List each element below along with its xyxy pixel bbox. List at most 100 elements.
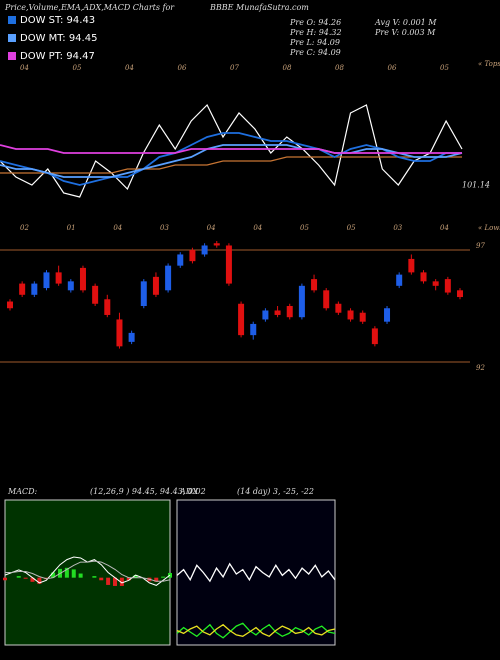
candle-body — [371, 328, 378, 345]
candle-body — [298, 285, 305, 318]
candle-body — [92, 285, 99, 304]
stat: Pre O: 94.26 — [289, 18, 341, 27]
histogram-bar — [3, 577, 7, 581]
histogram-bar — [99, 577, 104, 581]
histogram-bar — [133, 575, 138, 578]
tops-label: « Tops — [478, 60, 500, 68]
histogram-bar — [51, 572, 56, 578]
candle-body — [311, 279, 318, 291]
histogram-bar — [126, 577, 131, 581]
candle-body — [165, 265, 172, 291]
candle-body — [19, 283, 26, 295]
date-label: 05 — [347, 224, 356, 232]
candle-body — [420, 272, 427, 282]
date-label: 08 — [283, 64, 292, 72]
series-line — [0, 144, 462, 154]
date-label: 03 — [160, 224, 169, 232]
candle-body — [457, 290, 463, 298]
histogram-bar — [78, 573, 83, 578]
date-label: 04 — [20, 64, 29, 72]
candle-body — [396, 274, 403, 286]
candle-body — [347, 310, 354, 320]
panel-subtitle: (14 day) 3, -25, -22 — [237, 487, 314, 496]
legend-swatch — [8, 34, 16, 42]
candle-body — [201, 245, 208, 255]
candle-body — [432, 281, 439, 286]
date-label: 08 — [335, 64, 344, 72]
series-line — [0, 156, 462, 174]
histogram-bar — [23, 577, 28, 579]
histogram-bar — [37, 577, 42, 584]
histogram-bar — [161, 576, 166, 578]
date-label: 04 — [253, 224, 262, 232]
lows-label: « Lows — [478, 224, 500, 232]
candle-body — [408, 258, 415, 273]
date-label: 04 — [207, 224, 216, 232]
histogram-bar — [64, 567, 69, 578]
date-label: 05 — [300, 224, 309, 232]
stat: Pre H: 94.32 — [289, 28, 342, 37]
series-line — [176, 623, 336, 638]
candle-body — [140, 281, 147, 306]
candle-body — [7, 301, 13, 309]
legend-label: DOW ST: 94.43 — [20, 15, 95, 26]
candle-body — [238, 303, 245, 336]
y-tick-label: 97 — [476, 242, 485, 250]
series-line — [5, 560, 171, 582]
series-line — [0, 144, 463, 178]
legend-swatch — [8, 52, 16, 60]
legend-swatch — [8, 16, 16, 24]
date-label: 06 — [178, 64, 187, 72]
date-label: 04 — [440, 224, 449, 232]
date-label: 04 — [125, 64, 134, 72]
panel-background — [4, 499, 171, 646]
y-tick-label: 92 — [476, 364, 485, 372]
candle-body — [250, 323, 257, 336]
candle-body — [225, 245, 232, 284]
series-line — [176, 622, 336, 639]
candle-body — [286, 306, 293, 318]
histogram-bar — [71, 569, 76, 578]
y-tick-label: 101.14 — [462, 180, 490, 189]
stat: Avg V: 0.001 M — [374, 18, 437, 27]
page-title: Price,Volume,EMA,ADX,MACD Charts for — [4, 3, 175, 12]
histogram-bar — [16, 576, 21, 578]
candle-body — [67, 281, 74, 291]
date-label: 02 — [20, 224, 29, 232]
candle-body — [55, 272, 62, 284]
date-label: 03 — [393, 224, 402, 232]
candle-body — [31, 283, 38, 295]
candle-body — [152, 276, 159, 295]
stat: Pre C: 94.09 — [289, 48, 341, 57]
histogram-bar — [30, 577, 35, 582]
histogram-bar — [92, 576, 97, 578]
date-label: 07 — [230, 64, 239, 72]
panel-title: ADX — [179, 487, 198, 496]
candle-body — [177, 254, 184, 266]
candle-body — [79, 267, 86, 291]
candle-body — [323, 290, 330, 309]
candle-body — [262, 310, 269, 320]
candle-body — [444, 279, 451, 293]
legend-label: DOW MT: 94.45 — [20, 33, 97, 44]
panel-title: MACD: — [7, 487, 38, 496]
histogram-bar — [106, 577, 111, 585]
date-label: 04 — [113, 224, 122, 232]
candle-body — [335, 303, 342, 313]
candle-body — [43, 272, 50, 289]
stat: Pre L: 94.09 — [289, 38, 340, 47]
legend-label: DOW PT: 94.47 — [20, 51, 95, 62]
candle-body — [274, 310, 281, 315]
candle-body — [359, 312, 366, 322]
histogram-bar — [154, 577, 159, 582]
panel-subtitle: (12,26,9 ) 94.45, 94.43, 0.02 — [90, 487, 206, 496]
stat: Pre V: 0.003 M — [374, 28, 436, 37]
candle-body — [116, 319, 123, 347]
candle-body — [128, 332, 135, 342]
histogram-bar — [119, 577, 124, 586]
histogram-bar — [113, 577, 117, 586]
date-label: 05 — [73, 64, 82, 72]
series-line — [0, 103, 463, 198]
